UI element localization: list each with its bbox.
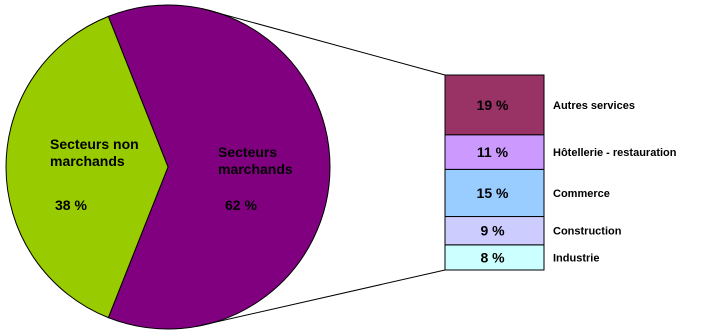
bar-value-hotellerie-restauration: 11 % [477,144,509,160]
pie-value-market: 62 % [225,197,257,213]
bar-label-hotellerie-restauration: Hôtellerie - restauration [553,147,677,159]
bar-segment-construction [444,216,545,246]
pie-label-non-market: Secteurs non marchands [50,136,139,169]
bar-label-industrie: Industrie [553,252,599,264]
pie: Secteurs non marchands 38 % Secteurs marchan… [5,4,331,330]
bar-segment-autres-services [444,74,545,136]
bar-label-commerce: Commerce [553,188,610,200]
bar-value-construction: 9 % [480,223,505,239]
bar-value-autres-services: 19 % [477,97,509,113]
pie-label-market: Secteurs marchands [218,144,293,177]
pie-slice-non-market [5,15,169,319]
pie-value-non-market: 38 % [55,197,87,213]
connector-line-bottom [196,269,446,328]
bar-label-construction: Construction [553,226,622,238]
connector-lines [196,8,446,328]
bar-segment-hotellerie-restauration [444,134,545,170]
bar-segment-commerce [444,168,545,218]
bar-label-autres-services: Autres services [553,100,635,112]
connector-line-top [201,8,446,76]
bar-segment-industrie [444,244,545,271]
bar-value-commerce: 15 % [477,185,509,201]
bar-value-industrie: 8 % [480,249,505,265]
breakdown-bar: 8 % Industrie 9 % Construction 15 % Commerce 1… [444,74,677,271]
